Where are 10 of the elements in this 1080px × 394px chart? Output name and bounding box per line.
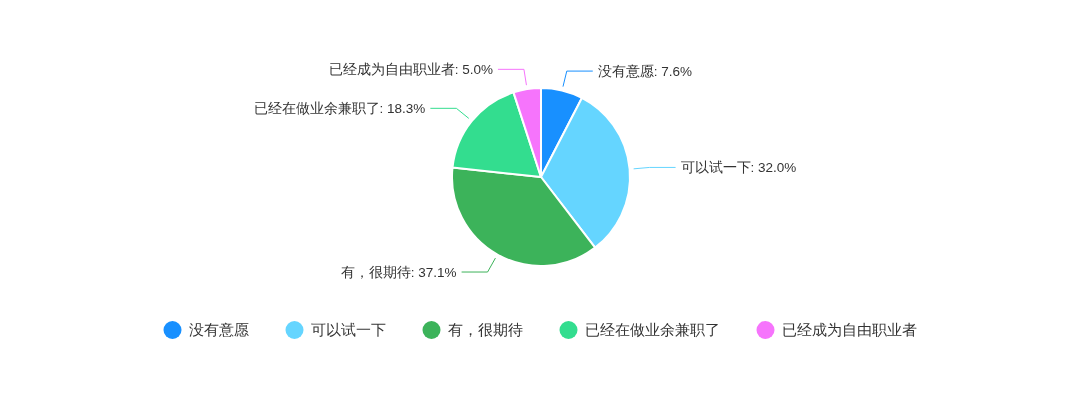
category-label: 有，很期待: 37.1%	[340, 264, 457, 280]
legend-label: 有，很期待	[447, 321, 523, 338]
legend-label: 已经成为自由职业者	[781, 321, 917, 338]
legend-label: 没有意愿	[188, 321, 249, 338]
category-label: 已经成为自由职业者: 5.0%	[328, 61, 493, 77]
category-label: 可以试一下: 32.0%	[680, 159, 797, 175]
category-label: 没有意愿: 7.6%	[597, 63, 693, 79]
legend-label: 已经在做业余兼职了	[584, 321, 720, 338]
legend-label: 可以试一下	[310, 321, 386, 338]
category-label: 已经在做业余兼职了: 18.3%	[253, 100, 426, 116]
